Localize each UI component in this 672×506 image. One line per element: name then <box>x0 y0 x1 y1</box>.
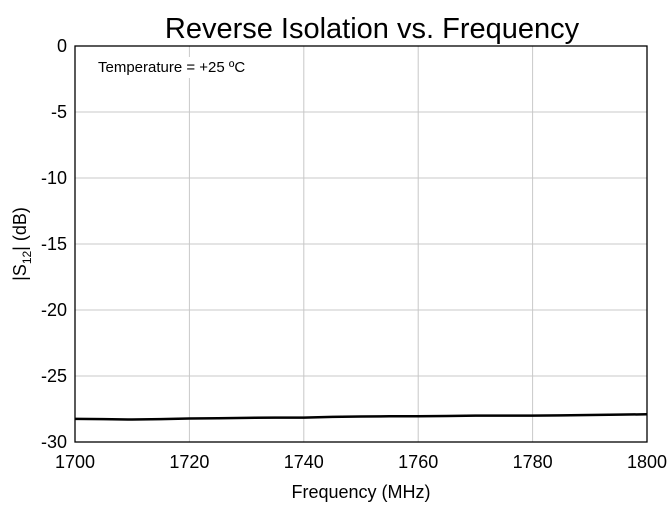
y-label-sub: 12 <box>20 251 34 265</box>
y-axis-label: |S12| (dB) <box>10 207 34 281</box>
y-tick-label: -25 <box>41 366 67 386</box>
y-tick-label: 0 <box>57 36 67 56</box>
x-tick-label: 1720 <box>169 452 209 472</box>
plot-frame <box>74 45 648 443</box>
y-tick-label: -15 <box>41 234 67 254</box>
y-tick-label: -5 <box>51 102 67 122</box>
chart-title: Reverse Isolation vs. Frequency <box>165 13 580 45</box>
x-axis-label: Frequency (MHz) <box>291 482 430 502</box>
x-tick-label: 1780 <box>513 452 553 472</box>
x-tick-label: 1800 <box>627 452 667 472</box>
data-line <box>74 413 648 421</box>
x-tick-label: 1760 <box>398 452 438 472</box>
x-tick-label: 1740 <box>284 452 324 472</box>
y-tick-label: -30 <box>41 432 67 452</box>
y-label-part: |S <box>10 264 30 281</box>
y-tick-label: -20 <box>41 300 67 320</box>
annotation-background <box>95 57 249 78</box>
y-label-part: | (dB) <box>10 207 30 251</box>
x-tick-label: 1700 <box>55 452 95 472</box>
annotation: Temperature = +25 ºC <box>98 59 245 76</box>
y-tick-label: -10 <box>41 168 67 188</box>
